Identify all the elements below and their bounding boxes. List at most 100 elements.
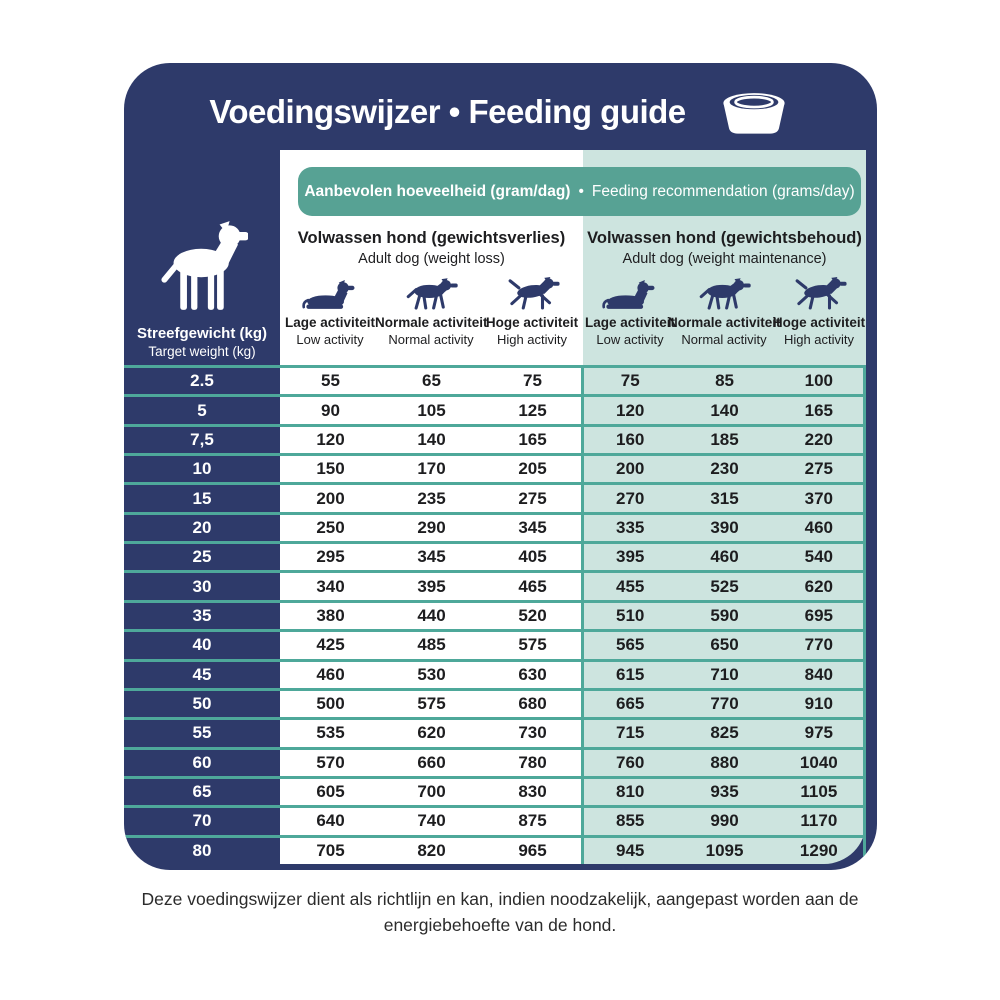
value-cell: 910 [804,694,834,714]
value-cell: 590 [710,605,739,625]
feeding-guide-card: Voedingswijzer • Feeding guide Aanbevole… [124,63,877,870]
value-cell: 525 [710,576,739,596]
table-row: 25 295 345 405 395 460 540 [124,541,866,570]
value-cell: 165 [804,400,834,420]
column-header-maint-normal: Normale activiteit Normal activity [668,276,781,347]
value-cell: 460 [316,664,345,684]
weight-header-en: Target weight (kg) [148,344,256,359]
table-row: 15 200 235 275 270 315 370 [124,482,866,511]
value-cell: 200 [616,459,645,479]
value-cell: 230 [710,459,739,479]
value-cell: 405 [518,547,547,567]
group-title-nl: Volwassen hond (gewichtsbehoud) [587,229,862,247]
value-cell: 100 [804,371,834,391]
value-cell: 665 [616,694,645,714]
group-title-en: Adult dog (weight loss) [358,251,505,267]
value-cell: 565 [616,635,645,655]
table-row: 50 500 575 680 665 770 910 [124,687,866,717]
weight-cell: 5 [197,400,207,420]
activity-label-nl: Normale activiteit [668,315,781,330]
value-cell: 740 [417,811,446,831]
value-cell: 125 [518,400,547,420]
value-cell: 120 [616,400,645,420]
activity-label-en: Normal activity [681,332,767,347]
weight-cell: 30 [192,576,212,596]
banner-text-nl: Aanbevolen hoeveelheid (gram/dag) [304,182,571,200]
vertical-divider-right [863,365,866,864]
table-row: 40 425 485 575 565 650 770 [124,629,866,658]
value-cell: 990 [710,811,739,831]
value-cell: 825 [710,723,739,743]
column-header-loss-normal: Normale activiteit Normal activity [375,276,488,347]
value-cell: 605 [316,782,345,802]
value-cell: 140 [417,429,446,449]
value-cell: 455 [616,576,645,596]
value-cell: 680 [518,694,547,714]
table-row: 70 640 740 875 855 990 1170 [124,805,866,834]
weight-cell: 20 [192,517,212,537]
table-row: 20 250 290 345 335 390 460 [124,511,866,541]
value-cell: 620 [804,576,834,596]
value-cell: 120 [316,429,345,449]
value-cell: 520 [518,605,547,625]
group-title-nl: Volwassen hond (gewichtsverlies) [297,229,566,247]
value-cell: 780 [518,752,547,772]
activity-label-en: Normal activity [388,332,474,347]
value-cell: 55 [321,371,340,391]
column-header-loss-low: Lage activiteit Low activity [274,276,386,347]
footer-line-2: energiebehoefte van de hond. [383,915,617,936]
table-row: 35 380 440 520 510 590 695 [124,599,866,629]
value-cell: 1105 [800,782,838,802]
value-cell: 1170 [800,811,838,831]
table-row: 2.5 55 65 75 75 85 100 [124,365,866,394]
activity-label-nl: Lage activiteit [284,315,376,330]
value-cell: 105 [417,400,446,420]
value-cell: 395 [616,547,645,567]
value-cell: 770 [804,635,834,655]
table-row: 45 460 530 630 615 710 840 [124,658,866,688]
page-title: Voedingswijzer • Feeding guide [209,93,686,130]
value-cell: 440 [417,605,446,625]
weight-cell: 80 [192,840,212,860]
value-cell: 75 [620,371,640,391]
value-cell: 85 [715,371,734,391]
header: Voedingswijzer • Feeding guide [124,81,877,143]
value-cell: 460 [804,517,834,537]
footer-note: Deze voedingswijzer dient als richtlijn … [120,886,880,939]
value-cell: 1040 [799,752,838,772]
footer-line-1: Deze voedingswijzer dient als richtlijn … [141,889,859,909]
table-rows: 2.5 55 65 75 75 85 100 5 90 105 125 120 140 165 7,5 120… [124,365,866,864]
weight-column-header: Streefgewicht (kg) Target weight (kg) [124,216,280,359]
weight-cell: 70 [192,811,212,831]
value-cell: 530 [417,664,446,684]
value-cell: 855 [616,811,645,831]
value-cell: 695 [804,605,834,625]
value-cell: 345 [417,547,446,567]
value-cell: 510 [616,605,645,625]
value-cell: 975 [804,723,834,743]
group-title-en: Adult dog (weight maintenance) [622,251,827,267]
value-cell: 705 [316,840,345,860]
weight-cell: 7,5 [190,429,214,449]
value-cell: 485 [417,635,446,655]
value-cell: 170 [417,459,446,479]
banner-text-en: Feeding recommendation (grams/day) [591,182,855,200]
table-row: 10 150 170 205 200 230 275 [124,453,866,482]
value-cell: 730 [518,723,547,743]
value-cell: 830 [518,782,547,802]
value-cell: 710 [710,664,739,684]
value-cell: 290 [417,517,446,537]
value-cell: 500 [316,694,345,714]
value-cell: 425 [316,635,345,655]
activity-label-nl: Hoge activiteit [772,315,866,330]
value-cell: 880 [710,752,739,772]
value-cell: 640 [316,811,345,831]
value-cell: 345 [518,517,547,537]
value-cell: 65 [422,371,441,391]
weight-cell: 40 [192,635,212,655]
value-cell: 220 [804,429,834,449]
value-cell: 335 [616,517,645,537]
value-cell: 575 [417,694,446,714]
value-cell: 615 [616,664,645,684]
value-cell: 540 [804,547,834,567]
